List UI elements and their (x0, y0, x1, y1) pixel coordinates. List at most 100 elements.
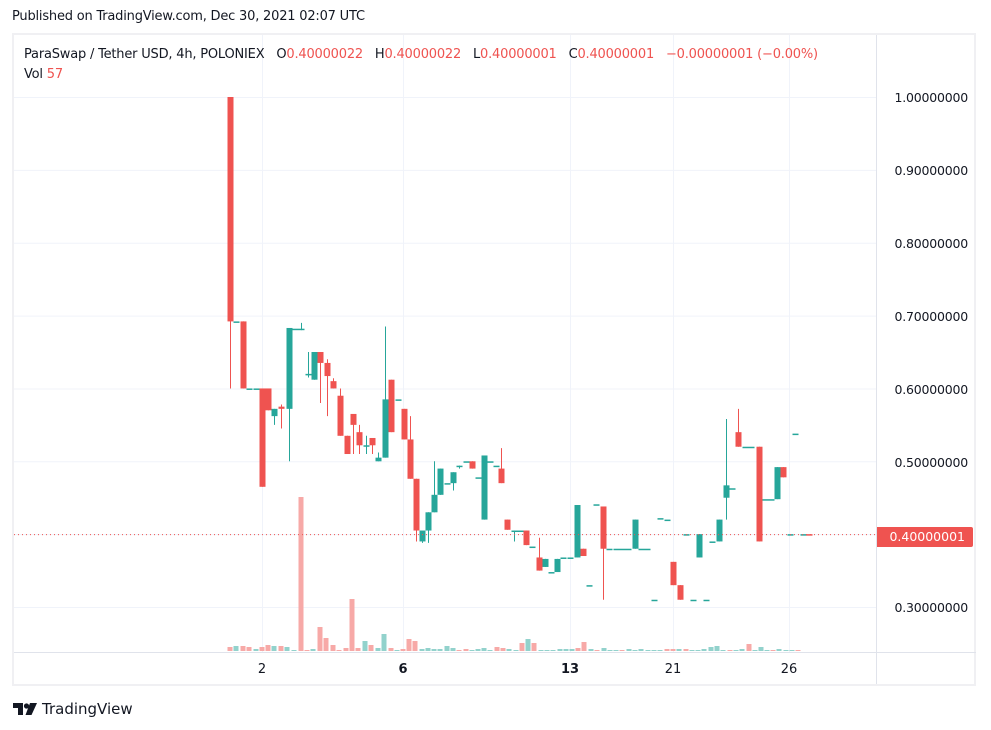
price-tick-label: 0.70000000 (894, 309, 968, 324)
volume-bar (278, 646, 284, 651)
time-tick-label: 21 (664, 662, 682, 677)
volume-bar (323, 638, 329, 651)
candle (311, 352, 318, 380)
volume-bar (343, 648, 349, 651)
volume-bar (437, 649, 443, 651)
volume-bar (657, 650, 663, 651)
legend-symbol[interactable]: ParaSwap / Tether USD, 4h, POLONIEX (24, 47, 265, 62)
volume-bar (463, 649, 469, 651)
candle (463, 461, 470, 463)
candle (363, 435, 370, 455)
candle (356, 424, 363, 455)
volume-bar (431, 649, 437, 651)
candle (395, 399, 402, 401)
candle (259, 388, 266, 487)
candle (548, 572, 555, 574)
candle (487, 461, 494, 463)
published-caption: Published on TradingView.com, Dec 30, 20… (12, 9, 365, 24)
volume-bar (557, 649, 563, 651)
volume-bar (770, 650, 776, 651)
volume-bar (304, 650, 310, 651)
candle (481, 455, 488, 520)
volume-bar (233, 646, 239, 651)
time-tick-label: 6 (398, 662, 408, 677)
price-tick-label: 0.30000000 (894, 600, 968, 615)
volume-bar (789, 650, 795, 651)
volume-bar (469, 650, 475, 651)
volume-bar (626, 649, 632, 651)
chart-legend: ParaSwap / Tether USD, 4h, POLONIEX O0.4… (24, 45, 818, 85)
candle (517, 530, 524, 533)
volume-bar (795, 650, 801, 651)
time-tick-label: 26 (780, 662, 798, 677)
candle (574, 505, 581, 558)
volume-bar (412, 641, 418, 651)
volume-bar (664, 649, 670, 651)
volume-bar (317, 627, 323, 651)
volume-bar (575, 648, 581, 651)
candle (690, 599, 697, 602)
volume-bar (708, 647, 714, 651)
volume-bar (752, 650, 758, 651)
candle (638, 548, 645, 551)
volume-bar (494, 647, 500, 651)
volume-bar (607, 650, 613, 651)
legend-high-label: H (374, 47, 385, 62)
candle (625, 548, 632, 551)
volume-bar (544, 650, 550, 651)
volume-bar (683, 649, 689, 651)
volume-bar (513, 650, 519, 651)
legend-open-value: 0.40000022 (286, 47, 363, 62)
candle (756, 446, 763, 542)
candle (748, 446, 755, 449)
candle (742, 446, 749, 449)
time-tick-label: 13 (560, 662, 580, 677)
candle (619, 548, 626, 551)
volume-bar (695, 650, 701, 651)
volume-bar (613, 650, 619, 651)
candle (233, 321, 240, 323)
legend-ohlc-row: ParaSwap / Tether USD, 4h, POLONIEX O0.4… (24, 45, 818, 65)
price-axis[interactable]: 1.00000000 0.90000000 0.80000000 0.70000… (876, 35, 976, 652)
candle (800, 534, 807, 536)
volume-bar (701, 649, 707, 651)
time-axis[interactable]: 2 6 13 21 26 (14, 652, 876, 684)
volume-bar (594, 650, 600, 651)
volume-bar (310, 649, 316, 651)
candle (593, 504, 600, 506)
time-tick-label: 2 (257, 662, 267, 677)
candle (567, 557, 574, 559)
candle (388, 379, 395, 433)
tradingview-brand[interactable]: TradingView (13, 700, 133, 718)
volume-bar (259, 647, 265, 651)
volume-bar (764, 650, 770, 651)
candle (709, 541, 716, 543)
volume-bar (550, 650, 556, 651)
candle (337, 388, 344, 436)
chart-pane[interactable]: ParaSwap / Tether USD, 4h, POLONIEX O0.4… (14, 35, 876, 652)
candle (606, 548, 613, 551)
candle (493, 465, 500, 468)
candle (265, 388, 272, 411)
candle (792, 433, 799, 436)
candle (413, 478, 420, 542)
volume-bar (588, 649, 594, 651)
volume-bar (720, 650, 726, 651)
volume-bar (714, 646, 720, 651)
candle (511, 530, 518, 542)
candle (670, 561, 677, 586)
candle (431, 461, 438, 513)
candle (271, 408, 278, 425)
candle (240, 321, 247, 389)
price-tick-label: 1.00000000 (894, 90, 968, 105)
candle (580, 548, 587, 557)
candle (657, 518, 664, 520)
candle (780, 467, 787, 478)
volume-bar (349, 599, 355, 651)
tradingview-wordmark: TradingView (42, 700, 133, 718)
volume-bar (676, 649, 682, 651)
candle (613, 548, 620, 551)
candle (774, 467, 781, 500)
volume-bar (525, 639, 531, 651)
candle (382, 326, 389, 458)
